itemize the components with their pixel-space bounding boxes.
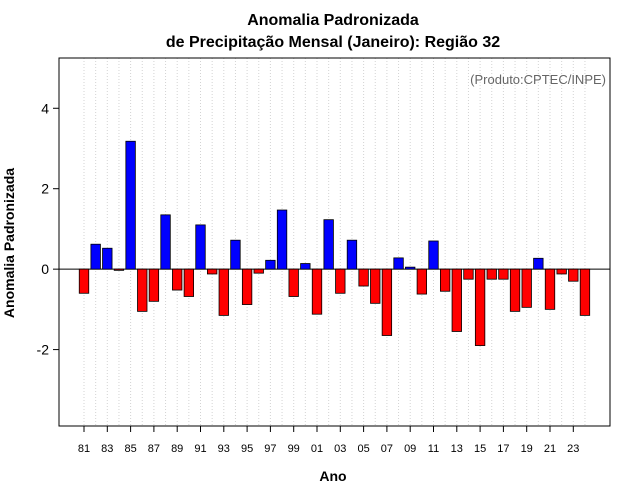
bar-1996 bbox=[253, 268, 264, 274]
x-tick-label-89: 89 bbox=[171, 443, 183, 455]
bar-2019 bbox=[521, 268, 532, 308]
bar-1998 bbox=[276, 209, 288, 270]
y-axis: -2 0 2 4 bbox=[37, 100, 59, 358]
y-tick-label-0: 0 bbox=[41, 261, 49, 277]
x-tick-label-11: 11 bbox=[428, 443, 439, 455]
bar-2014 bbox=[463, 268, 474, 280]
x-tick-label-01: 01 bbox=[311, 443, 323, 455]
bar-1981 bbox=[78, 268, 90, 294]
x-tick-label-19: 19 bbox=[521, 443, 533, 455]
x-tick-label-83: 83 bbox=[101, 443, 113, 455]
bar-1995 bbox=[241, 268, 253, 305]
bar-2024 bbox=[579, 268, 591, 316]
bar-1992 bbox=[206, 268, 218, 275]
bar-2004 bbox=[346, 239, 358, 270]
x-tick-label-85: 85 bbox=[124, 443, 136, 455]
bar-1988 bbox=[160, 214, 171, 270]
bar-2023 bbox=[568, 268, 579, 282]
bar-2013 bbox=[451, 268, 462, 332]
bar-2017 bbox=[498, 268, 509, 280]
gridlines bbox=[83, 58, 586, 426]
bar-1985 bbox=[125, 140, 136, 270]
x-tick-label-91: 91 bbox=[194, 443, 206, 455]
bar-2006 bbox=[370, 268, 381, 304]
bar-1983 bbox=[102, 247, 113, 270]
x-tick-label-87: 87 bbox=[148, 443, 160, 455]
x-tick-label-23: 23 bbox=[567, 443, 579, 455]
plot-frame bbox=[58, 57, 611, 427]
bar-2020 bbox=[533, 257, 544, 270]
bar-2016 bbox=[486, 268, 497, 280]
x-tick-label-93: 93 bbox=[218, 443, 230, 455]
bar-2012 bbox=[439, 268, 451, 292]
bar-2000 bbox=[300, 263, 311, 270]
y-tick-label--2: -2 bbox=[37, 342, 50, 358]
bar-2008 bbox=[393, 257, 404, 270]
x-tick-label-17: 17 bbox=[497, 443, 509, 455]
bar-2001 bbox=[311, 268, 323, 315]
bar-1987 bbox=[148, 268, 160, 302]
y-tick-label-4: 4 bbox=[41, 100, 49, 116]
bar-2022 bbox=[556, 268, 567, 275]
x-tick-label-95: 95 bbox=[241, 443, 253, 455]
x-tick-label-03: 03 bbox=[334, 443, 346, 455]
bar-1990 bbox=[183, 268, 195, 297]
x-tick-label-05: 05 bbox=[357, 443, 369, 455]
bar-2011 bbox=[428, 240, 439, 270]
bar-1997 bbox=[265, 259, 276, 270]
bar-2002 bbox=[323, 219, 334, 270]
bar-2018 bbox=[509, 268, 521, 312]
bar-2010 bbox=[416, 268, 428, 295]
bar-1982 bbox=[90, 243, 101, 270]
x-tick-label-97: 97 bbox=[264, 443, 276, 455]
chart-title-line-1: Anomalia Padronizada bbox=[247, 12, 419, 29]
bar-1989 bbox=[172, 268, 183, 291]
bar-2005 bbox=[358, 268, 369, 287]
x-tick-label-15: 15 bbox=[474, 443, 486, 455]
bar-2015 bbox=[474, 268, 486, 346]
bar-1999 bbox=[288, 268, 299, 297]
credit-label: (Produto:CPTEC/INPE) bbox=[470, 72, 606, 87]
bar-2007 bbox=[381, 268, 393, 336]
x-tick-label-99: 99 bbox=[288, 443, 300, 455]
x-tick-label-07: 07 bbox=[381, 443, 393, 455]
x-tick-label-81: 81 bbox=[78, 443, 90, 455]
y-axis-label: Anomalia Padronizada bbox=[1, 168, 17, 318]
bar-1984 bbox=[113, 268, 125, 271]
bar-1986 bbox=[137, 268, 148, 312]
x-tick-label-21: 21 bbox=[544, 443, 556, 455]
x-axis: 81 83 85 87 89 91 93 95 97 99 01 03 05 07 09 11 13 15 17 19… bbox=[78, 426, 579, 455]
bars bbox=[78, 140, 591, 346]
bar-1994 bbox=[230, 239, 241, 270]
y-tick-label-2: 2 bbox=[41, 181, 49, 197]
chart-title-line-2: de Precipitação Mensal (Janeiro): Região… bbox=[166, 34, 500, 51]
bar-2009 bbox=[405, 266, 416, 270]
bar-1991 bbox=[195, 224, 206, 270]
bar-2003 bbox=[335, 268, 346, 294]
bar-2021 bbox=[544, 268, 556, 310]
x-axis-label: Ano bbox=[319, 468, 346, 484]
x-tick-label-09: 09 bbox=[404, 443, 416, 455]
x-tick-label-13: 13 bbox=[451, 443, 463, 455]
bar-1993 bbox=[218, 268, 229, 316]
